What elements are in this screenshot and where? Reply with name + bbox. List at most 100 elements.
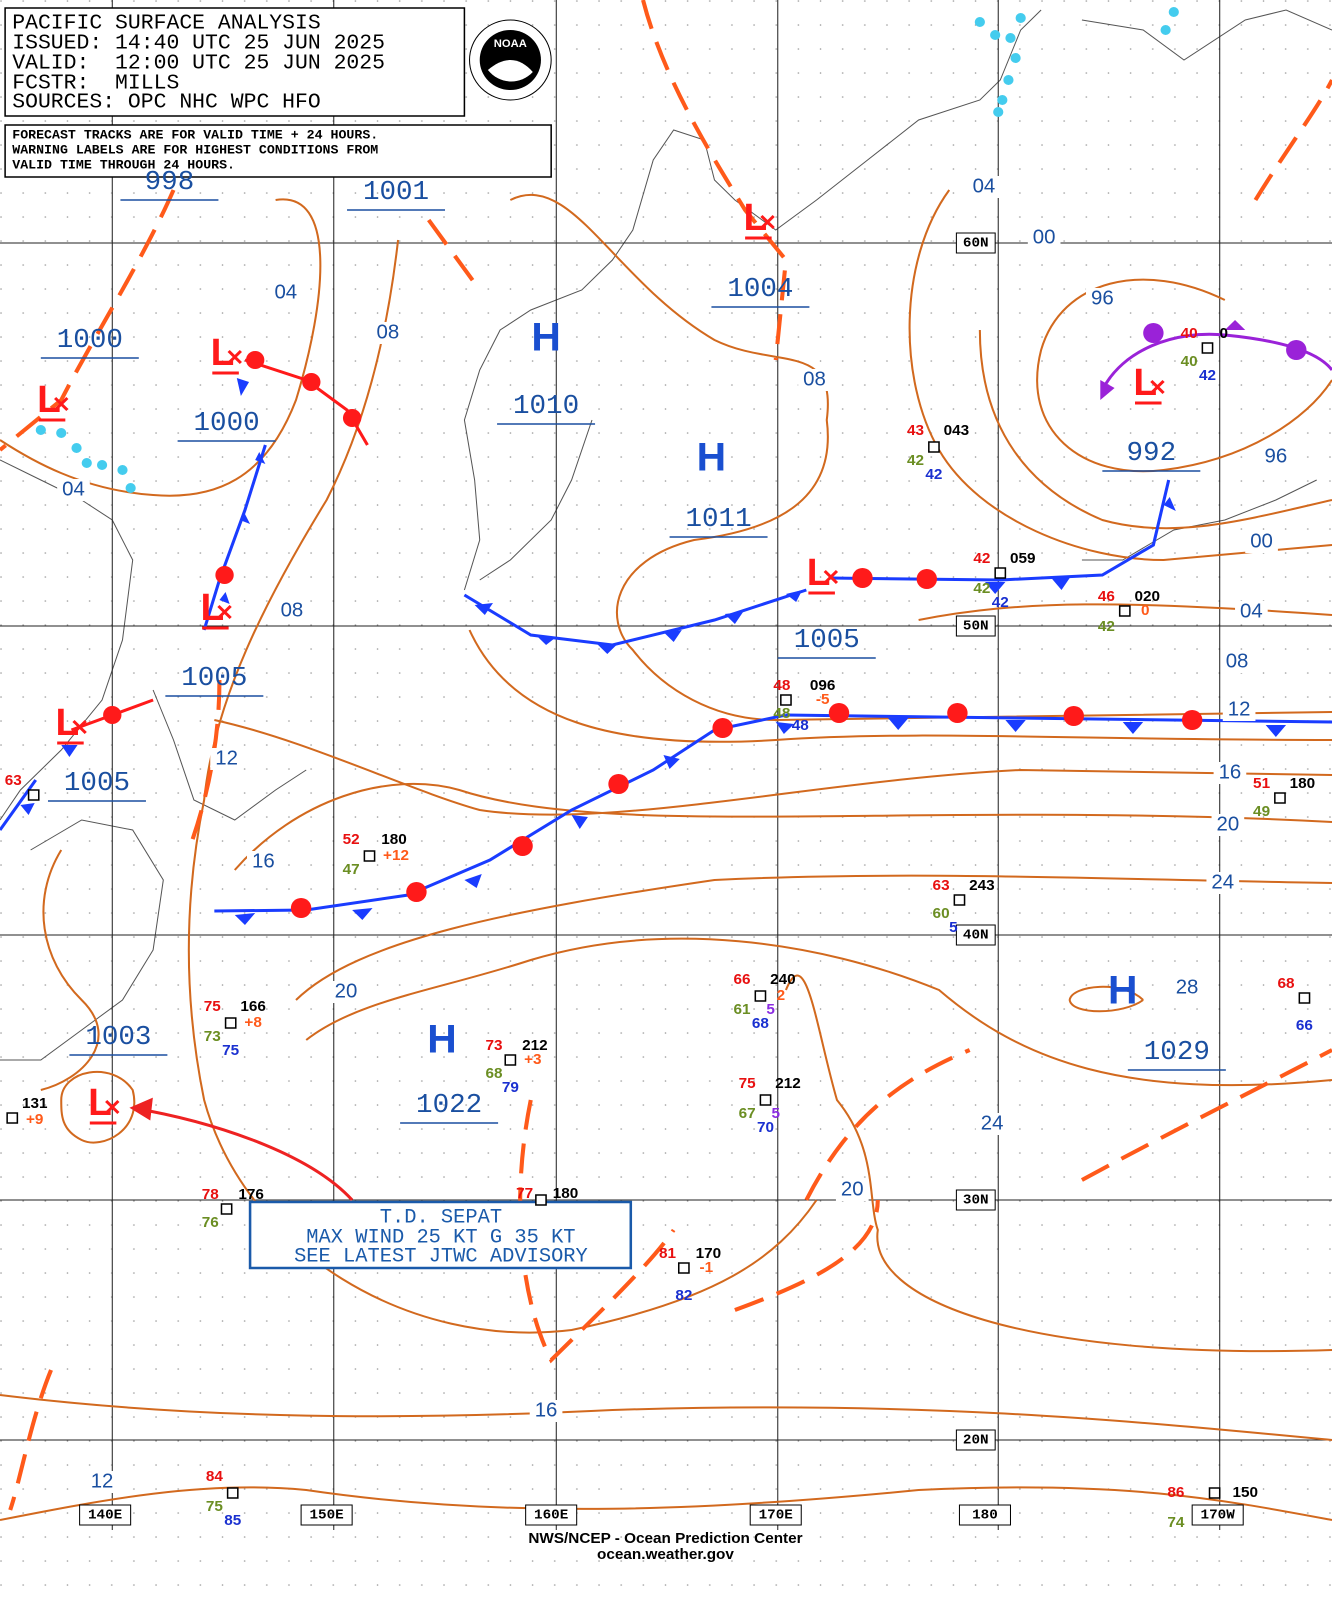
station-value: 68 [1278, 975, 1295, 992]
isobar-label-bg [1222, 699, 1256, 721]
center-letter: H [427, 1016, 456, 1062]
station-value: +3 [524, 1051, 541, 1068]
station-value: 52 [343, 831, 360, 848]
station-symbol [504, 1054, 517, 1066]
station-value: 40 [1181, 325, 1198, 342]
longitude-label: 150E [309, 1508, 343, 1524]
isobar-label: 12 [91, 1470, 114, 1492]
lon-label-box [749, 1504, 802, 1526]
station-value: 40 [1181, 353, 1198, 370]
station-symbol [363, 850, 376, 862]
isobar-label: 04 [1240, 600, 1263, 622]
header-title: PACIFIC SURFACE ANALYSIS [12, 12, 320, 36]
header-box: PACIFIC SURFACE ANALYSIS ISSUED: 14:40 U… [4, 7, 552, 178]
station-value: 81 [659, 1245, 676, 1262]
footer-website: ocean.weather.gov [597, 1546, 734, 1563]
isobar-label-bg [967, 176, 1001, 198]
pressure-value: 1000 [57, 325, 123, 356]
center-letter: L [200, 586, 224, 629]
station-value: 68 [752, 1015, 769, 1032]
header-line: VALID: 12:00 UTC 25 JUN 2025 [12, 52, 385, 76]
station-value: 82 [675, 1287, 692, 1304]
station-value: 42 [992, 594, 1009, 611]
station-value: 75 [206, 1498, 223, 1515]
advisory-line: MAX WIND 25 KT G 35 KT [306, 1226, 575, 1249]
station-value: 096 [810, 677, 836, 694]
station-value: 0 [1220, 325, 1229, 342]
isobar-label-bg [798, 369, 831, 391]
center-letter: H [1108, 967, 1137, 1013]
longitude-label: 170E [759, 1508, 793, 1524]
pressure-value: 1000 [194, 408, 260, 439]
center-mark [1150, 379, 1165, 395]
station-value: 75 [739, 1075, 756, 1092]
isobar-label: 08 [281, 599, 304, 621]
station-value: 73 [486, 1037, 503, 1054]
isobars [0, 189, 1332, 1521]
isobar-label: 20 [841, 1178, 864, 1200]
station-value: 67 [739, 1105, 756, 1122]
header-line: ISSUED: 14:40 UTC 25 JUN 2025 [12, 32, 385, 56]
center-letter: L [807, 551, 831, 594]
station-value: 059 [1010, 550, 1036, 567]
station-value: 150 [1232, 1484, 1258, 1501]
station-symbol [928, 441, 940, 453]
isobar-label-bg [269, 282, 303, 304]
isobar-label-bg [1259, 446, 1293, 468]
isobar-label: 28 [1176, 976, 1199, 998]
lon-label-box [958, 1504, 1011, 1526]
station-value: -1 [700, 1259, 714, 1276]
pressure-value: 1005 [64, 768, 130, 799]
troughs [0, 0, 1332, 1511]
station-value: +12 [383, 847, 409, 864]
station-value: 240 [770, 971, 796, 988]
station-value: 020 [1134, 588, 1160, 605]
pressure-value: 1005 [794, 625, 860, 656]
isobar-label-bg [1027, 227, 1061, 249]
station-value: 63 [933, 877, 950, 894]
station-value: 66 [1296, 1017, 1313, 1034]
station-value: 5 [766, 1001, 775, 1018]
center-letter: H [531, 314, 560, 360]
note-line: WARNING LABELS ARE FOR HIGHEST CONDITION… [12, 143, 378, 158]
station-value: 42 [907, 452, 924, 469]
isobar-label-bg [1220, 651, 1254, 673]
advisory-box: T.D. SEPAT MAX WIND 25 KT G 35 KT SEE LA… [248, 1200, 633, 1270]
center-mark [72, 719, 87, 735]
isobar-label-bg [1213, 762, 1247, 784]
isobar-label: 08 [377, 321, 400, 343]
station-value: +9 [26, 1111, 43, 1128]
isobar-label: 96 [1091, 287, 1114, 309]
isobar-label: 12 [215, 747, 238, 769]
station-value: 46 [1098, 588, 1115, 605]
isobar-label-bg [275, 600, 309, 622]
isobar-label: 00 [1250, 530, 1273, 552]
station-value: 170 [696, 1245, 722, 1262]
station-value: 77 [516, 1185, 533, 1202]
lon-label-box [525, 1504, 578, 1526]
isobar-label-bg [85, 1471, 119, 1493]
isobar-label: 24 [1211, 871, 1234, 893]
station-symbol [677, 1262, 690, 1274]
lat-label-box [955, 1429, 996, 1451]
header-line: FCSTR: MILLS [12, 72, 179, 96]
station-symbol [754, 990, 767, 1002]
longitude-label: 140E [88, 1508, 122, 1524]
center-mark [105, 1099, 120, 1115]
pressure-value: 1005 [181, 663, 247, 694]
station-value: 49 [1253, 803, 1270, 820]
isobar-label: 20 [1217, 813, 1240, 835]
station-symbol [994, 567, 1007, 579]
isobar-label-bg [1211, 814, 1245, 836]
center-letter: L [37, 378, 61, 421]
isobar-label: 24 [981, 1112, 1004, 1134]
front-symbols [20, 7, 1307, 925]
center-mark [54, 396, 69, 412]
station-value: +8 [244, 1014, 261, 1031]
isobar-label: 08 [1226, 650, 1249, 672]
isobar-label: 04 [62, 478, 85, 500]
lon-label-box [79, 1504, 132, 1526]
station-value: 42 [925, 466, 942, 483]
